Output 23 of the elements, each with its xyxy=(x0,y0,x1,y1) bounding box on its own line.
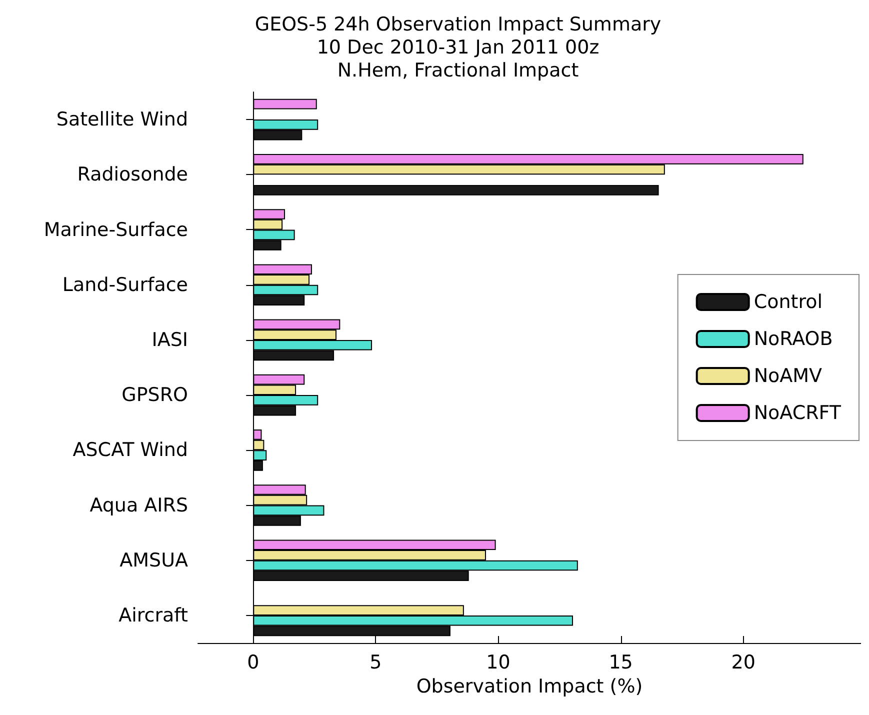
legend-label: NoAMV xyxy=(754,365,822,387)
y-tick-label: Radiosonde xyxy=(77,164,188,186)
y-tick-label: Marine-Surface xyxy=(44,218,188,241)
y-tick-label: GPSRO xyxy=(122,384,188,406)
x-tick-label: 0 xyxy=(247,652,260,674)
x-tick-label: 10 xyxy=(486,652,510,674)
y-tick-label: Satellite Wind xyxy=(56,108,188,131)
x-tick-label: 5 xyxy=(370,652,382,674)
x-tick-label: 20 xyxy=(731,652,756,674)
legend-label: Control xyxy=(754,291,823,313)
y-tick-label: IASI xyxy=(152,328,188,351)
y-tick-label: Land-Surface xyxy=(62,274,188,296)
bar xyxy=(253,184,659,196)
x-tick-label: 15 xyxy=(608,652,633,674)
chart-title: GEOS-5 24h Observation Impact Summary 10 Dec 2010-31 Jan 2011 00z N.Hem, Fractional Impact xyxy=(254,14,662,82)
legend-label: NoACRFT xyxy=(754,402,842,424)
y-tick-label: Aqua AIRS xyxy=(90,494,188,516)
y-tick-label: ASCAT Wind xyxy=(72,439,188,462)
legend-label: NoRAOB xyxy=(754,328,833,350)
bar xyxy=(253,98,317,110)
y-tick-label: Aircraft xyxy=(118,604,188,626)
x-axis-title: Observation Impact (%) xyxy=(416,676,643,698)
y-tick-label: AMSUA xyxy=(120,549,188,572)
